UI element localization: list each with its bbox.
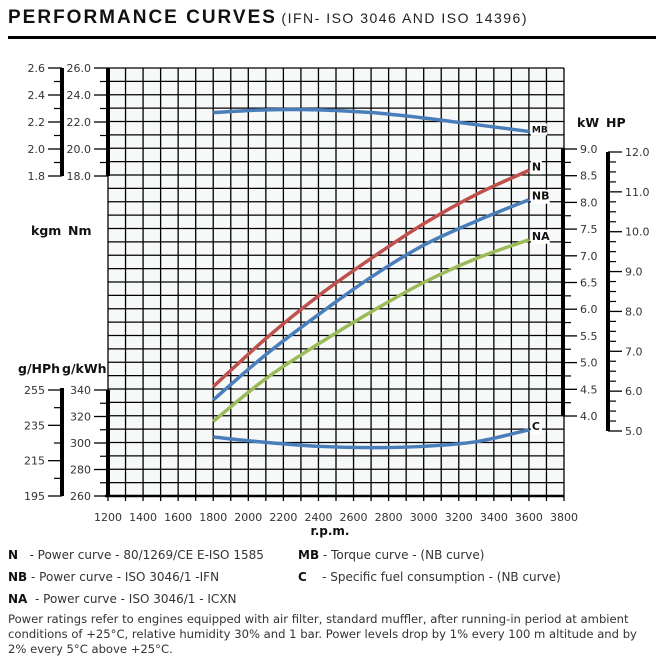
gkwh-axis-title: g/kWh (62, 361, 107, 376)
gkwh-axis-tick-label: 280 (70, 464, 91, 477)
hp-axis-tick-label: 7.0 (625, 345, 643, 358)
x-tick-label: 3400 (480, 511, 508, 524)
nm-axis-tick-label: 26.0 (67, 62, 92, 75)
legend-item-nb: NB - Power curve - ISO 3046/1 -IFN (8, 570, 219, 584)
x-tick-label: 2400 (304, 511, 332, 524)
legend-text: - Torque curve - (NB curve) (322, 548, 485, 562)
ghph-axis-tick-label: 255 (24, 384, 45, 397)
chart-series (212, 107, 530, 450)
kw-axis-tick-label: 8.0 (580, 196, 598, 209)
hp-axis-tick-label: 11.0 (625, 186, 650, 199)
series-label-bg (530, 189, 550, 204)
gkwh-axis-tick-label: 340 (70, 384, 91, 397)
series-n-label: N (532, 160, 541, 173)
x-tick-label: 3800 (550, 511, 578, 524)
gkwh-axis-tick-label: 300 (70, 437, 91, 450)
gkwh-axis-tick-label: 260 (70, 490, 91, 503)
kw-axis-tick-label: 6.5 (580, 277, 598, 290)
x-tick-label: 1200 (94, 511, 122, 524)
kgm-axis-tick-label: 2.0 (28, 143, 46, 156)
performance-chart: 1200 1400 1600 1800 2000 2200 2400 2600 2800 3000… (18, 62, 650, 538)
series-label-bg (530, 419, 542, 434)
title-rule (8, 36, 656, 39)
kw-axis-tick-label: 5.5 (580, 330, 598, 343)
nm-axis-tick-label: 20.0 (67, 143, 92, 156)
series-mb-label: MB (532, 125, 548, 135)
hp-axis-tick-label: 10.0 (625, 226, 650, 239)
nm-axis-tick-label: 18.0 (67, 170, 92, 183)
series-na-label: NA (532, 230, 550, 243)
nm-axis-tick-label: 24.0 (67, 89, 92, 102)
nm-axis-title: Nm (68, 223, 92, 238)
title-main: PERFORMANCE CURVES (8, 7, 277, 28)
legend-text: - Power curve - ISO 3046/1 - ICXN (34, 592, 237, 606)
kgm-axis-tick-label: 2.4 (28, 89, 46, 102)
page-title: PERFORMANCE CURVES (IFN- ISO 3046 AND IS… (8, 7, 528, 29)
chart-axes: 1200 1400 1600 1800 2000 2200 2400 2600 2800 3000… (18, 62, 650, 538)
hp-axis-title: HP (606, 115, 626, 130)
x-tick-label: 1400 (129, 511, 157, 524)
series-c-line (213, 428, 530, 450)
footnote: Power ratings refer to engines equipped … (8, 612, 637, 656)
legend-text: - Power curve - 80/1269/CE E-ISO 1585 (29, 548, 264, 562)
kw-axis-title: kW (577, 115, 599, 130)
x-tick-label: 2600 (340, 511, 368, 524)
legend-item-c: C - Specific fuel consumption - (NB curv… (298, 570, 561, 584)
series-label-bg (530, 123, 547, 136)
kw-axis-tick-label: 5.0 (580, 357, 598, 370)
ghph-axis-tick-label: 215 (24, 455, 45, 468)
kw-axis-tick-label: 6.0 (580, 303, 598, 316)
kw-axis-tick-label: 4.0 (580, 410, 598, 423)
series-nb-label: NB (532, 190, 550, 203)
hp-axis-tick-label: 6.0 (625, 385, 643, 398)
legend-text: - Specific fuel consumption - (NB curve) (322, 570, 561, 584)
kw-axis-tick-label: 7.0 (580, 250, 598, 263)
x-tick-label: 1600 (164, 511, 192, 524)
kw-axis-tick-label: 7.5 (580, 223, 598, 236)
hp-axis-tick-label: 5.0 (625, 425, 643, 438)
x-tick-label: 3000 (410, 511, 438, 524)
x-tick-label: 3600 (515, 511, 543, 524)
kw-axis-tick-label: 9.0 (580, 143, 598, 156)
legend-key: C (298, 570, 307, 584)
legend-item-n: N - Power curve - 80/1269/CE E-ISO 1585 (8, 548, 264, 562)
kgm-axis-tick-label: 2.6 (28, 62, 46, 75)
kw-axis-tick-label: 4.5 (580, 383, 598, 396)
series-na-line (212, 238, 530, 423)
kgm-axis-tick-label: 2.2 (28, 116, 46, 129)
series-c-label: C (532, 420, 540, 433)
series-mb-line (213, 107, 530, 134)
series-nb-line (212, 198, 530, 402)
ghph-axis-tick-label: 195 (24, 490, 45, 503)
hp-axis-tick-label: 8.0 (625, 305, 643, 318)
kgm-axis-title: kgm (31, 223, 61, 238)
x-axis-title: r.p.m. (311, 524, 350, 538)
legend-item-na: NA - Power curve - ISO 3046/1 - ICXN (8, 592, 237, 606)
series-n-line (212, 168, 530, 388)
chart-labels: MB N NB NA C (530, 123, 550, 434)
series-label-bg (530, 160, 542, 175)
x-tick-label: 3200 (445, 511, 473, 524)
legend-item-mb: MB - Torque curve - (NB curve) (298, 548, 484, 562)
legend-text: - Power curve - ISO 3046/1 -IFN (31, 570, 220, 584)
legend-key: NA (8, 592, 28, 606)
nm-axis-tick-label: 22.0 (67, 116, 92, 129)
hp-axis-tick-label: 12.0 (625, 146, 650, 159)
x-tick-label: 1800 (199, 511, 227, 524)
chart-grid (105, 67, 565, 501)
hp-axis-tick-label: 9.0 (625, 266, 643, 279)
series-label-bg (530, 229, 550, 244)
x-tick-label: 2000 (234, 511, 262, 524)
x-tick-label: 2800 (375, 511, 403, 524)
legend-key: N (8, 548, 19, 562)
legend-key: NB (8, 570, 28, 584)
gkwh-axis-tick-label: 320 (70, 411, 91, 424)
ghph-axis-title: g/HPh (18, 361, 60, 376)
kgm-axis-tick-label: 1.8 (28, 170, 46, 183)
title-subtitle: (IFN- ISO 3046 AND ISO 14396) (281, 10, 529, 26)
kw-axis-tick-label: 8.5 (580, 170, 598, 183)
legend-key: MB (298, 548, 320, 562)
ghph-axis-tick-label: 235 (24, 419, 45, 432)
x-tick-label: 2200 (269, 511, 297, 524)
